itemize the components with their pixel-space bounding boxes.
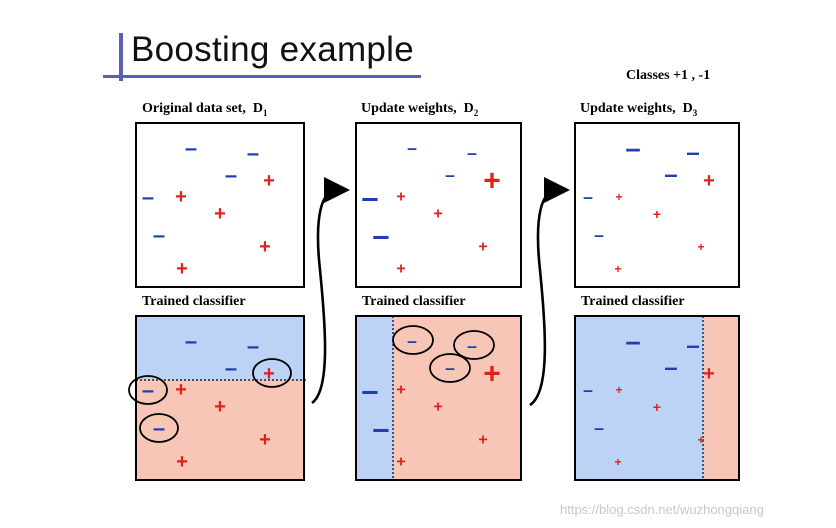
data-points: – –– +– ++– ++– –– +– ++– ++– –– +– ++– ++– –– +– ++– ++…: [142, 133, 715, 474]
panel-3-bottom-minus-point: –: [686, 333, 699, 360]
panel-2-top-label: Update weights, D2: [361, 101, 479, 118]
panel-1-bottom-plus-point: +: [214, 396, 226, 418]
panel-3-bottom-minus-point: –: [594, 418, 604, 438]
panel-2-bottom-minus-point: –: [445, 358, 455, 378]
panel-3-bottom-plus-point: +: [615, 383, 622, 397]
panel-1-top-minus-point: –: [142, 185, 154, 210]
title-accent-bar: [119, 33, 123, 81]
panel-3-top-plus-point: +: [653, 206, 661, 222]
panel-1-bottom-plus-point: +: [175, 379, 187, 401]
panel-3-bottom-plus-point: +: [614, 455, 621, 469]
watermark: https://blog.csdn.net/wuzhongqiang: [560, 502, 764, 517]
panel-1-bottom-minus-point: –: [247, 334, 259, 359]
panel-2-top-frame: [355, 122, 522, 288]
classes-note: Classes +1 , -1: [626, 68, 711, 83]
panel-2-top-plus-point: +: [433, 206, 442, 223]
panel-1-top-minus-point: –: [247, 141, 259, 166]
panel-3-top-frame: [574, 122, 740, 288]
panel-3-top-minus-point: –: [583, 187, 593, 207]
misclassified-circles: [128, 325, 495, 443]
panel-1-error-circle: [128, 375, 168, 405]
panel-1-top-plus-point: +: [176, 258, 188, 280]
panel-3-bottom-label: Trained classifier: [581, 294, 685, 309]
arrow-2-icon: [529, 177, 570, 407]
panel-1-top-plus-point: +: [214, 203, 226, 225]
panel-2-bottom-minus-point: –: [407, 331, 417, 351]
panel-1-error-circle: [139, 413, 179, 443]
panel-3-top-plus-point: +: [697, 240, 704, 254]
panel-3-bottom-minus-point: –: [664, 355, 677, 382]
panel-3-regions: [575, 316, 739, 480]
panel-1-bottom-label: Trained classifier: [142, 294, 246, 309]
panel-2-top-plus-point: +: [396, 189, 405, 206]
panel-1-bottom-plus-point: +: [263, 363, 275, 385]
panel-2-error-circle: [392, 325, 434, 355]
panel-2-bottom-minus-point: –: [361, 373, 378, 408]
panel-3-bottom-frame: [574, 315, 740, 481]
panel-1-bottom-minus-point: –: [142, 378, 154, 403]
panel-3-bottom-plus-point: +: [703, 363, 715, 385]
panel-3-top-plus-point: +: [703, 170, 715, 192]
panel-2-bottom-plus-point: +: [433, 399, 442, 416]
panel-2-bottom-label: Trained classifier: [362, 294, 466, 309]
panel-1-bottom-plus-point: +: [259, 429, 271, 451]
panel-1-bottom-minus-point: –: [225, 356, 237, 381]
panel-2-top-minus-point: –: [361, 180, 378, 215]
panel-3-top-minus-point: –: [625, 133, 640, 164]
panel-1-top-minus-point: –: [185, 136, 197, 161]
panel-2-top-minus-point: –: [467, 143, 477, 163]
panel-3-top-minus-point: –: [664, 162, 677, 189]
panel-2-bottom-minus-point: –: [372, 411, 389, 446]
panel-2-bottom-frame: [355, 315, 522, 481]
panel-2-bottom-plus-point: +: [396, 382, 405, 399]
panel-1-top-plus-point: +: [263, 170, 275, 192]
panel-2-error-circle: [453, 330, 495, 360]
panel-2-top-plus-point: +: [478, 239, 487, 256]
panel-2-bottom-plus-point: +: [396, 454, 405, 471]
panel-1-top-frame: [135, 122, 305, 288]
panel-2-bottom-plus-point: +: [483, 358, 501, 391]
panel-1-bottom-frame: [135, 315, 305, 481]
panel-2-top-minus-point: –: [372, 218, 389, 253]
panel-2-top-plus-point: +: [483, 165, 501, 198]
panel-2-regions: [356, 316, 521, 480]
panel-3-bottom-minus-point: –: [583, 380, 593, 400]
panel-3-bottom-plus-point: +: [697, 433, 704, 447]
panel-1-error-circle: [252, 358, 292, 388]
panel-1-bottom-minus-point: –: [153, 416, 165, 441]
panel-1-bottom-minus-point: –: [185, 329, 197, 354]
panel-1-top-label: Original data set, D1: [142, 101, 268, 118]
panel-2-top-minus-point: –: [445, 165, 455, 185]
panel-3-top-minus-point: –: [594, 225, 604, 245]
panel-2-error-circle: [429, 353, 471, 383]
panel-1-top-minus-point: –: [153, 223, 165, 248]
panel-3-top-minus-point: –: [686, 140, 699, 167]
panel-3-top-plus-point: +: [614, 262, 621, 276]
panel-2-bottom-minus-point: –: [467, 336, 477, 356]
panel-1-top-minus-point: –: [225, 163, 237, 188]
panel-3-top-label: Update weights, D3: [580, 101, 698, 118]
panel-1-top-plus-point: +: [259, 236, 271, 258]
panel-3-top-plus-point: +: [615, 190, 622, 204]
panel-1-bottom-plus-point: +: [176, 451, 188, 473]
panel-2-top-plus-point: +: [396, 261, 405, 278]
slide-title: Boosting example: [131, 30, 415, 69]
panel-2-top-minus-point: –: [407, 138, 417, 158]
title-underline: [103, 75, 421, 78]
arrow-1-icon: [311, 177, 350, 405]
panel-3-bottom-plus-point: +: [653, 399, 661, 415]
panel-1-top-plus-point: +: [175, 186, 187, 208]
panel-2-bottom-plus-point: +: [478, 432, 487, 449]
panel-3-bottom-minus-point: –: [625, 326, 640, 357]
